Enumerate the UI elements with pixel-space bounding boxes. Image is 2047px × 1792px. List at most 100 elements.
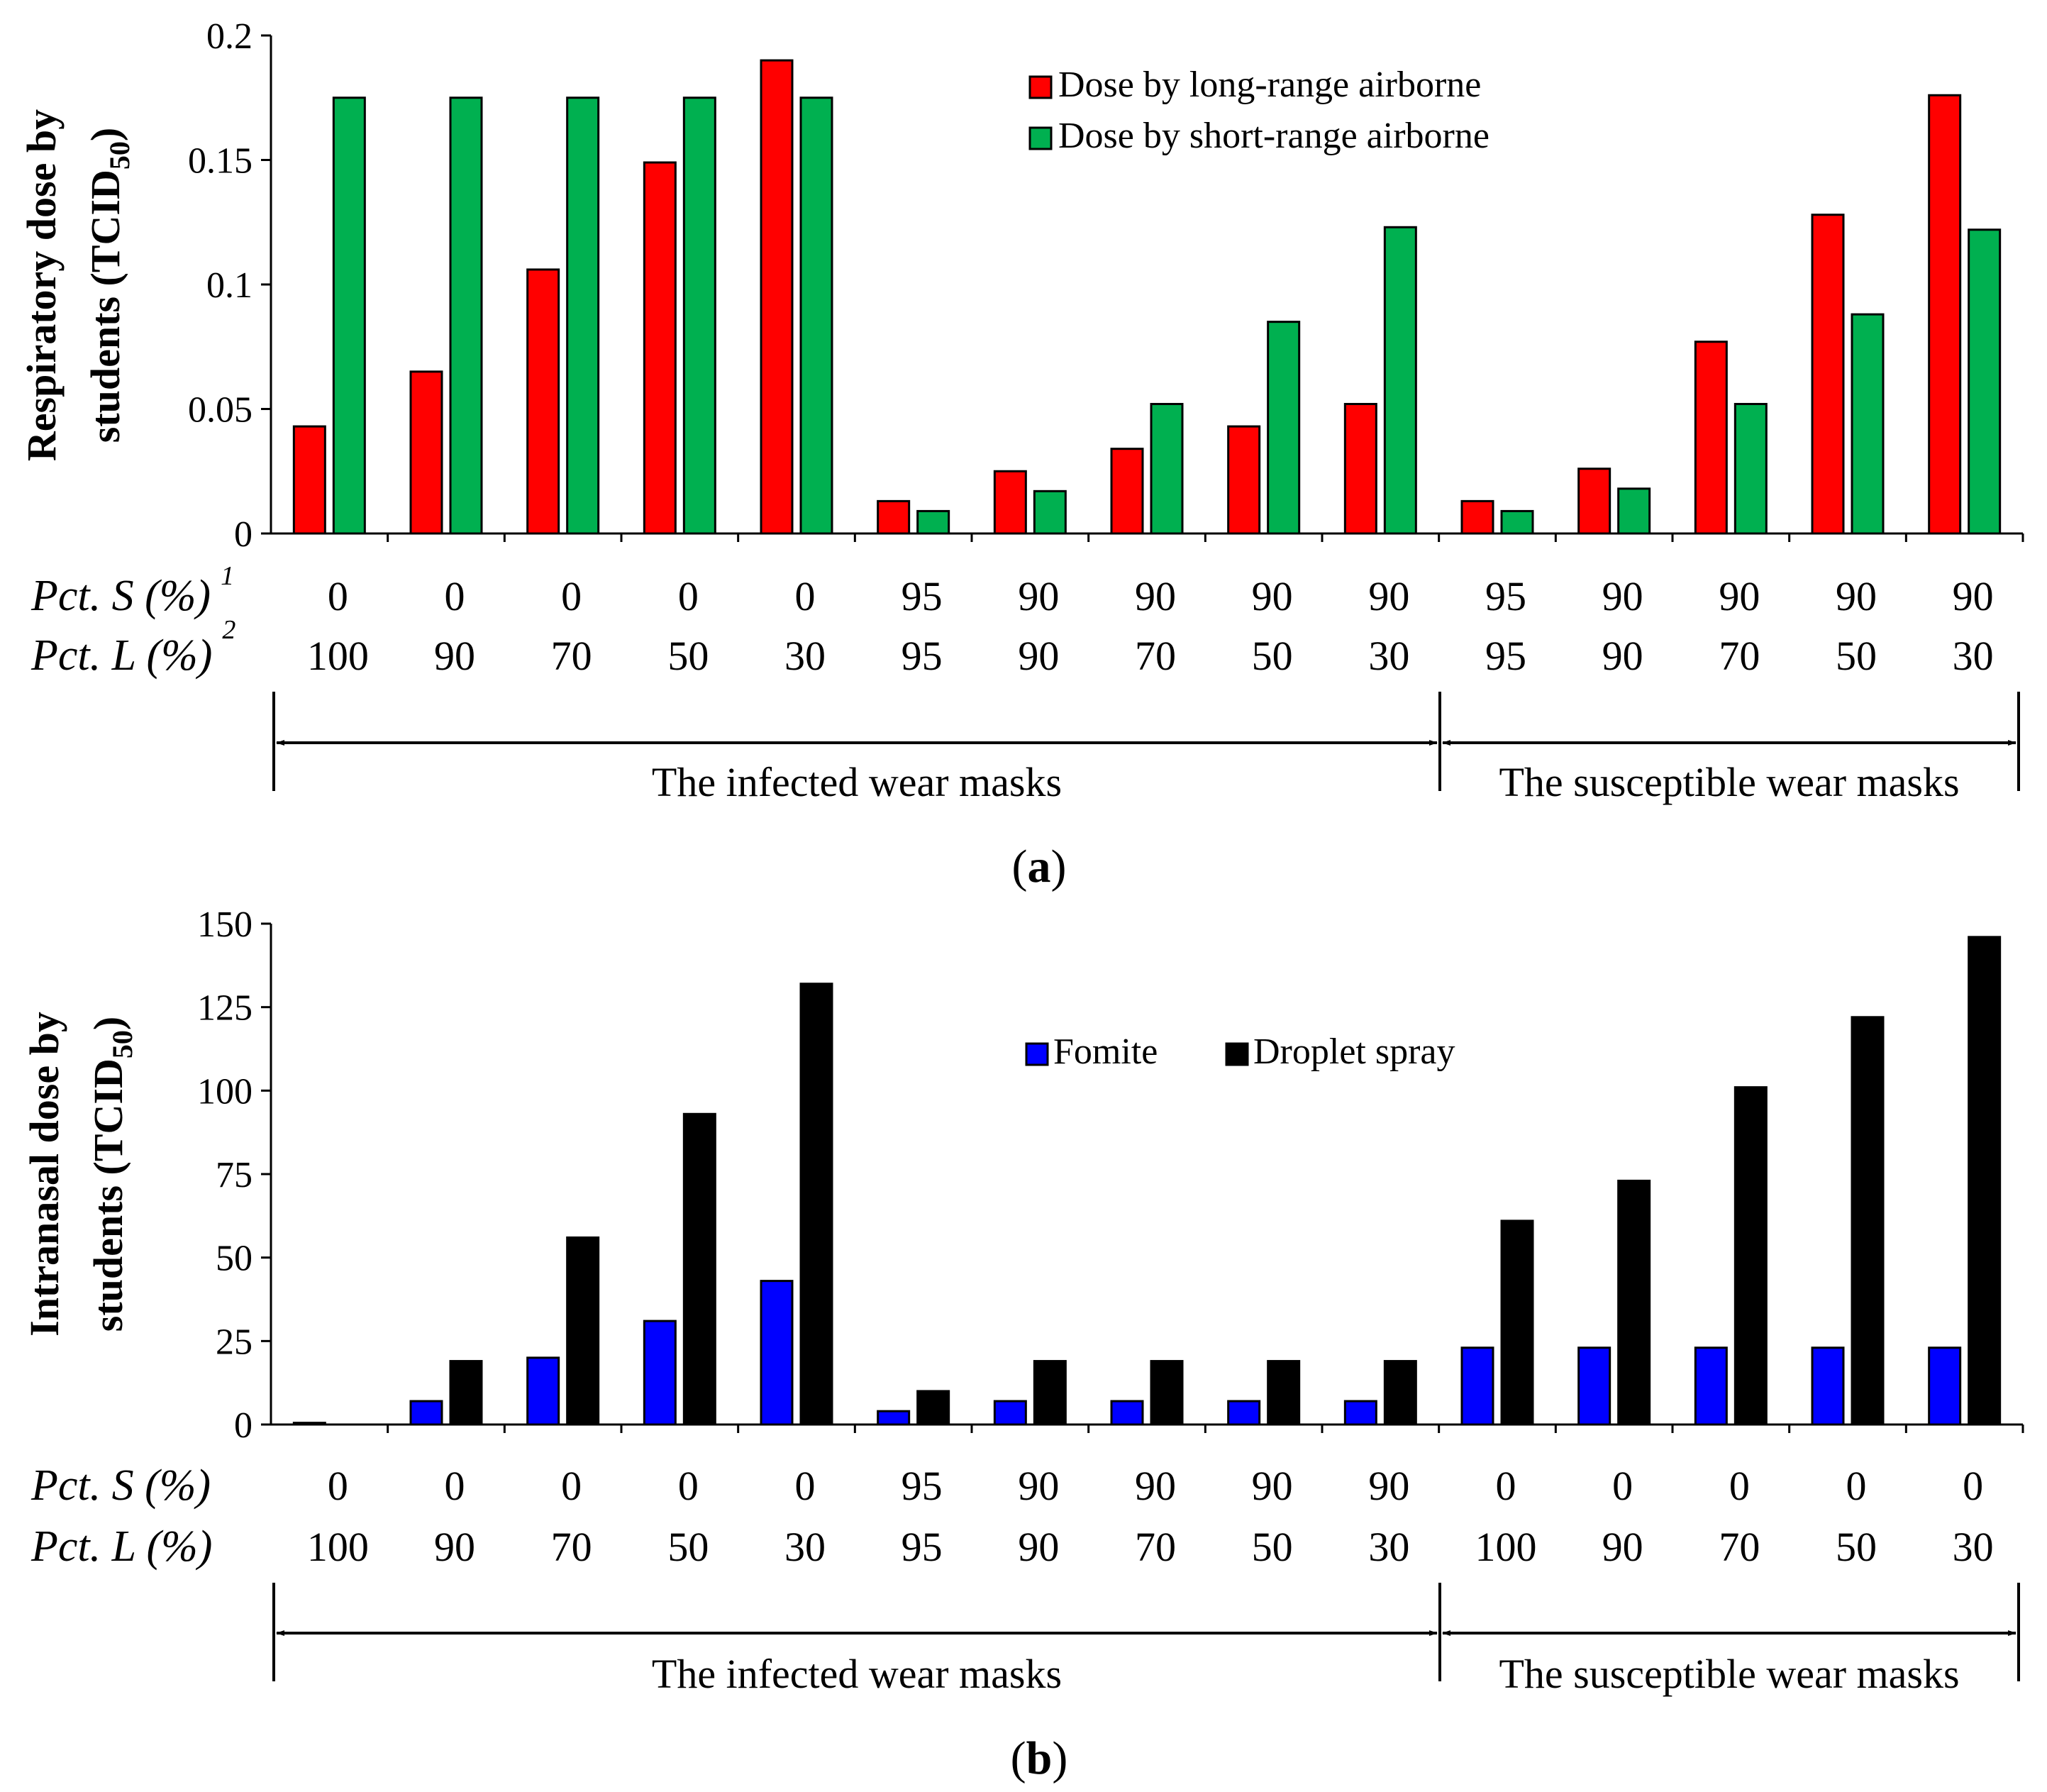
y-axis-title-close: ) [85,1017,131,1030]
row-label-pct-s: Pct. S (%) 1 [30,561,234,620]
pct-s-value: 0 [795,1463,816,1509]
bar-series2-10 [1383,1360,1417,1426]
y-axis-title-line2: students (TCID50) [82,128,135,443]
row-label-pct-s-text: Pct. S (%) [30,572,211,620]
pct-s-value: 90 [1018,1463,1059,1509]
pct-s-value: 0 [445,573,465,619]
y-axis-title-line2: students (TCID50) [85,1017,138,1332]
bar-series1-9 [1227,1400,1261,1426]
y-axis-title-sub: 50 [104,141,135,170]
bar-series2-2 [449,96,483,535]
bar-series2-8 [1150,402,1184,535]
pct-l-value: 70 [551,633,592,679]
pct-l-value: 50 [1252,633,1293,679]
bar-series2-15 [1968,228,2002,535]
row-label-pct-l-text: Pct. L (%) [30,1522,212,1571]
bar-series1-7 [993,470,1027,535]
pct-s-value: 0 [678,573,699,619]
y-axis-title-sub: 50 [106,1030,138,1058]
pct-s-value: 0 [328,573,348,619]
bar-series2-10 [1383,226,1417,535]
pct-s-value: 0 [561,1463,582,1509]
bar-series2-3 [566,96,600,535]
y-axis-title-close: ) [82,128,128,141]
bar-series1-5 [760,59,794,535]
y-tick-label: 150 [197,905,253,945]
pct-l-value: 50 [1836,1524,1877,1570]
bar-series1-14 [1811,214,1845,535]
bar-series2-4 [682,1112,716,1426]
pct-l-value: 90 [1018,1524,1059,1570]
pct-s-value: 90 [1602,573,1643,619]
pct-l-value: 70 [1135,1524,1176,1570]
bar-series2-13 [1733,402,1768,535]
pct-s-value: 0 [328,1463,348,1509]
pct-s-value: 95 [1485,573,1526,619]
pct-l-value: 30 [1953,1524,1994,1570]
bar-series1-9 [1227,425,1261,535]
pct-s-value: 0 [795,573,816,619]
pct-l-value: 90 [434,1524,475,1570]
pct-s-value: 90 [1368,1463,1409,1509]
legend-swatch-1 [1025,1042,1049,1066]
pct-l-value: 95 [902,1524,943,1570]
bar-series1-4 [643,161,677,535]
panel-label-letter: b [1026,1732,1053,1784]
pct-s-value: 90 [1953,573,1994,619]
footnote-marker-2: 2 [222,615,235,645]
bar-series2-9 [1267,1360,1301,1426]
bar-series2-11 [1500,509,1534,535]
bar-series1-15 [1928,1346,1962,1426]
row-label-pct-s: Pct. S (%) [30,1461,211,1510]
row-label-pct-l: Pct. L (%) 2 [30,615,235,680]
pct-l-value: 100 [307,1524,369,1570]
panel-label-open: ( [1011,1732,1026,1784]
row-label-pct-l-text: Pct. L (%) [30,631,212,680]
y-tick-label: 0.15 [188,141,253,182]
legend-swatch-1 [1028,75,1053,99]
bar-series2-3 [566,1236,600,1426]
y-tick-label: 0 [234,1405,253,1446]
bar-series1-10 [1343,402,1377,535]
group-label-infected: The infected wear masks [652,1651,1062,1697]
pct-l-value: 30 [1368,633,1409,679]
chart-panel-a: 0 0.05 0.1 0.15 0.2 Respiratory dose by studen… [18,16,2024,892]
bar-series1-2 [409,370,443,535]
bar-series2-12 [1617,1179,1651,1426]
pct-l-value: 50 [667,633,709,679]
panel-label-close: ) [1052,1732,1067,1784]
legend-label-1: Dose by long-range airborne [1058,65,1481,105]
y-tick-label: 125 [197,988,253,1029]
legend-swatch-2 [1225,1042,1249,1066]
pct-l-value: 90 [1018,633,1059,679]
pct-s-value: 90 [1252,573,1293,619]
y-axis-title-main: students (TCID [82,170,128,443]
pct-l-value: 50 [1252,1524,1293,1570]
pct-l-value: 90 [1602,633,1643,679]
y-tick-label: 0.05 [188,390,253,431]
pct-l-value: 95 [1485,633,1526,679]
y-tick-label: 25 [216,1322,253,1362]
pct-l-value: 95 [902,633,943,679]
bar-series2-7 [1033,490,1067,535]
bar-series1-13 [1694,341,1728,535]
pct-l-value: 30 [784,633,826,679]
pct-l-value: 70 [551,1524,592,1570]
y-tick-label: 0 [234,514,253,555]
group-label-infected: The infected wear masks [652,759,1062,805]
bar-series2-7 [1033,1360,1067,1426]
bar-series2-8 [1150,1360,1184,1426]
pct-l-value: 90 [1602,1524,1643,1570]
bar-series1-1 [292,425,326,535]
pct-l-value: 30 [1953,633,1994,679]
bar-series1-12 [1577,468,1611,535]
bar-series2-11 [1500,1219,1534,1426]
bar-series1-6 [877,1410,911,1426]
panel-label-close: ) [1051,841,1067,892]
bar-series1-11 [1460,499,1494,535]
pct-s-value: 90 [1135,1463,1176,1509]
bar-series2-12 [1617,487,1651,535]
pct-s-value: 0 [678,1463,699,1509]
row-label-pct-s-text: Pct. S (%) [30,1461,211,1510]
